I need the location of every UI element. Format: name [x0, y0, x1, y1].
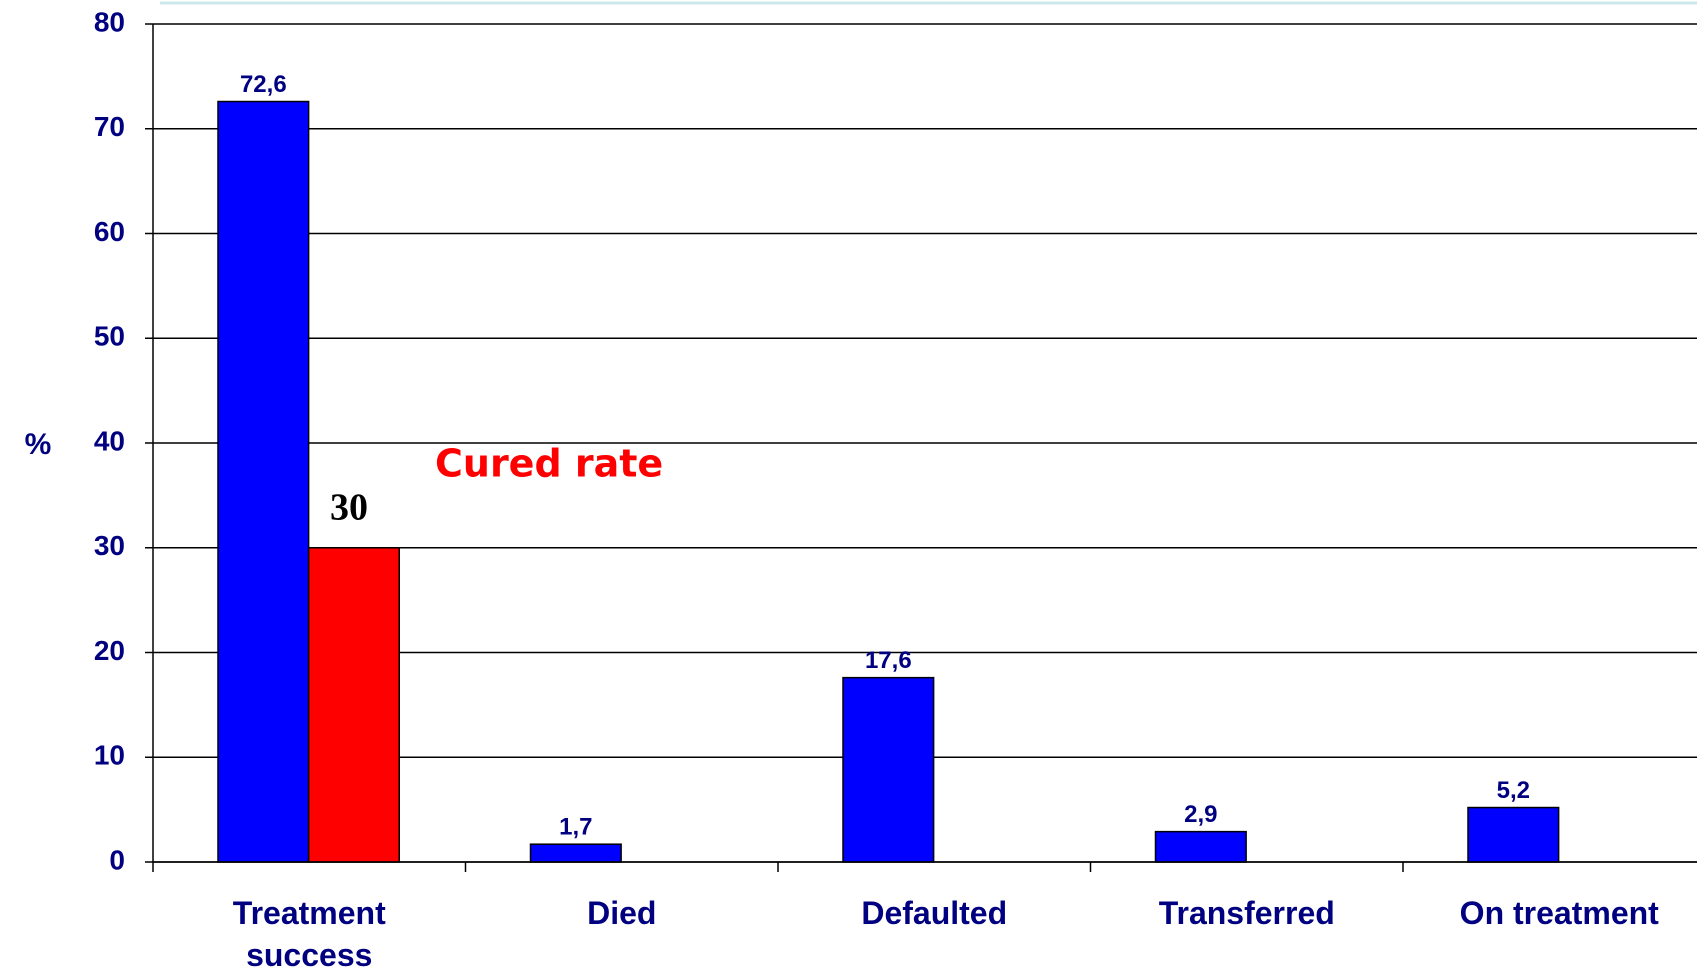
value-label: 2,9 [1184, 801, 1217, 828]
y-tick-label: 10 [94, 740, 125, 771]
bar [1154, 830, 1247, 863]
x-tick-label: Transferred [1158, 895, 1335, 931]
y-tick-label: 50 [94, 321, 125, 352]
x-tick-label: On treatment [1459, 895, 1659, 931]
y-tick-label: 30 [94, 530, 125, 561]
value-label: 5,2 [1497, 777, 1530, 804]
value-label: 30 [330, 486, 368, 528]
y-axis-label: % [25, 428, 52, 461]
bar [842, 676, 935, 863]
annotation: Cured rate [435, 442, 663, 486]
bar [1467, 806, 1560, 863]
x-tick-label: Defaulted [861, 895, 1008, 931]
y-tick-label: 40 [94, 425, 125, 456]
bar [529, 843, 622, 863]
y-tick-label: 0 [109, 844, 125, 875]
x-tick-label: Died [587, 895, 657, 931]
y-tick-label: 20 [94, 635, 125, 666]
value-label: 17,6 [865, 647, 912, 674]
value-label: 1,7 [559, 814, 592, 841]
y-tick-label: 80 [94, 6, 125, 37]
bar [307, 547, 400, 863]
bar [217, 100, 310, 863]
y-tick-label: 70 [94, 111, 125, 142]
x-tick-label: Treatment success [232, 895, 386, 973]
value-label: 72,6 [240, 71, 287, 98]
y-tick-label: 60 [94, 216, 125, 247]
